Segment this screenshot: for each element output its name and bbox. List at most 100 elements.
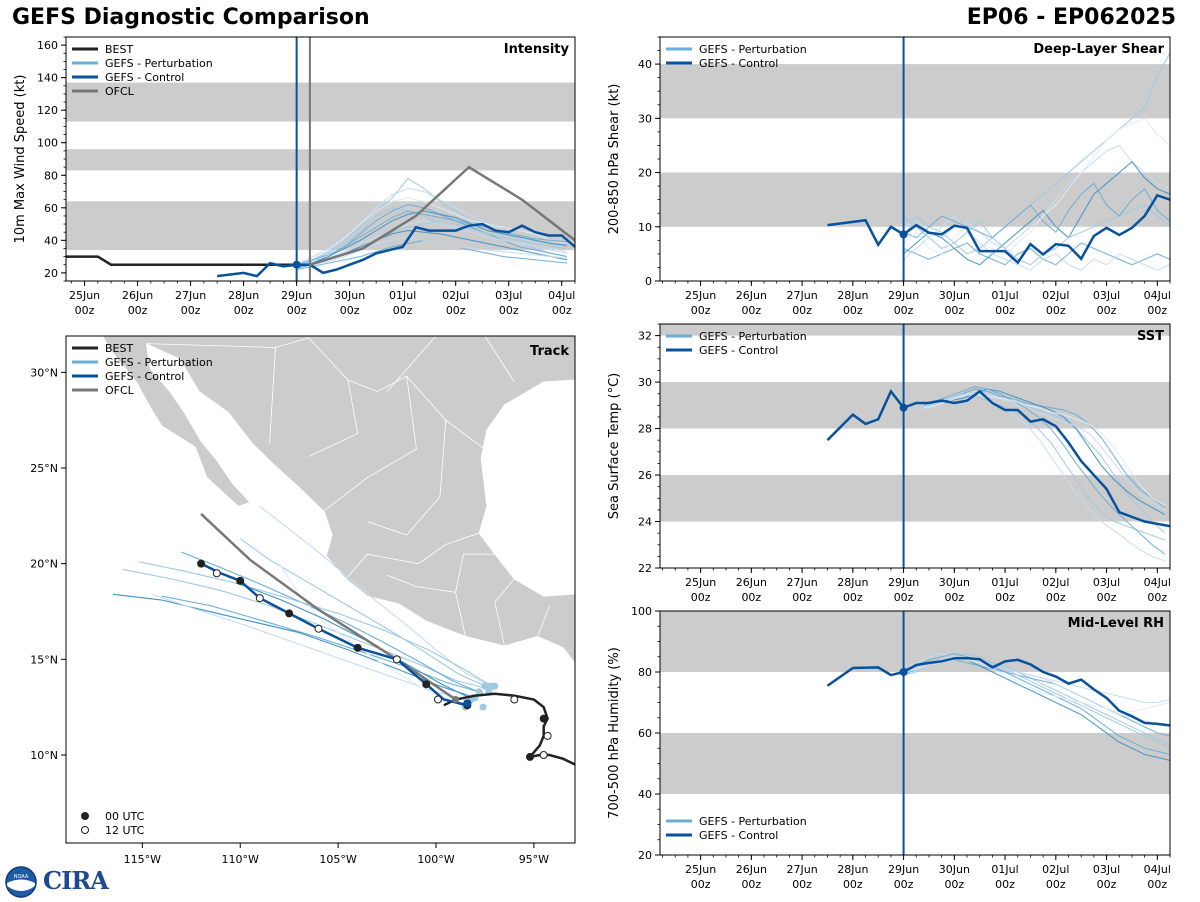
intensity-xtick-hour-label: 00z: [128, 304, 148, 317]
shear-ylabel: 200-850 hPa Shear (kt): [607, 84, 622, 235]
rh-xtick-hour-label: 00z: [944, 878, 964, 891]
track-frame: [65, 335, 576, 844]
intensity-xtick-hour-label: 00z: [499, 304, 519, 317]
sst-xtick-label: 30Jun: [939, 576, 970, 589]
shear-plot-area: [660, 37, 1170, 281]
track-marker-legend-label: 12 UTC: [105, 824, 145, 837]
shear-xtick-label: 26Jun: [736, 289, 767, 302]
shear-perturbation-line: [903, 52, 1170, 255]
sst-xtick-label: 03Jul: [1093, 576, 1120, 589]
rh-ytick-label: 60: [638, 727, 652, 740]
sst-perturbation-line: [923, 393, 1166, 541]
perturbation-track: [151, 593, 472, 702]
control-track-marker: [422, 680, 431, 689]
intensity-xtick-label: 28Jun: [228, 289, 259, 302]
intensity-xtick-label: 26Jun: [122, 289, 153, 302]
intensity-xtick-label: 04Jul: [548, 289, 575, 302]
chart-title: GEFS Diagnostic Comparison: [12, 5, 370, 30]
sst-ytick-label: 22: [638, 562, 652, 575]
shear-perturbation-line: [903, 182, 1170, 239]
sst-ylabel: Sea Surface Temp (°C): [607, 373, 622, 520]
shear-xtick-hour-label: 00z: [944, 304, 964, 317]
track-legend-label: GEFS - Control: [105, 370, 184, 383]
shear-ytick-label: 0: [645, 275, 652, 288]
shear-xtick-hour-label: 00z: [1097, 304, 1117, 317]
control-track-marker: [197, 559, 206, 568]
sst-xtick-hour-label: 00z: [741, 591, 761, 604]
cira-logo-text: CIRA: [43, 866, 109, 895]
rh-xtick-hour-label: 00z: [792, 878, 812, 891]
shear-xtick-label: 25Jun: [685, 289, 716, 302]
rh-perturbation-line: [903, 656, 1170, 713]
intensity-band-2: [66, 82, 575, 122]
rh-plot-area: [660, 611, 1170, 855]
track-panel: 115°W 110°W 105°W 100°W 95°W 10°N 15°N 20°N 25°N…: [30, 335, 576, 866]
track-marker-legend-label: 00 UTC: [105, 810, 145, 823]
intensity-ytick-label: 40: [44, 234, 58, 247]
shear-xtick-hour-label: 00z: [1046, 304, 1066, 317]
sst-plot-area: [660, 324, 1170, 568]
track-ytick-label: 20°N: [30, 558, 58, 571]
perturbation-track: [161, 595, 480, 693]
rh-ylabel: 700-500 hPa Humidity (%): [607, 647, 622, 819]
intensity-ytick-label: 60: [44, 202, 58, 215]
sst-band-0: [660, 475, 1170, 522]
perturbation-track: [181, 551, 484, 695]
rh-xtick-label: 26Jun: [736, 863, 767, 876]
intensity-ytick-label: 100: [37, 137, 58, 150]
sst-xtick-hour-label: 00z: [691, 591, 711, 604]
intensity-ytick-label: 20: [44, 267, 58, 280]
sst-xtick-label: 25Jun: [685, 576, 716, 589]
track-ytick-label: 15°N: [30, 653, 58, 666]
intensity-xtick-label: 01Jul: [389, 289, 416, 302]
track-ytick-label: 10°N: [30, 749, 58, 762]
shear-xtick-hour-label: 00z: [843, 304, 863, 317]
rh-panel-title: Mid-Level RH: [1068, 616, 1164, 631]
shear-legend-label: GEFS - Control: [699, 57, 778, 70]
track-init-marker: [463, 699, 472, 708]
sst-perturbation-line: [923, 386, 1166, 555]
rh-xtick-label: 25Jun: [685, 863, 716, 876]
intensity-xtick-hour-label: 00z: [75, 304, 95, 317]
state-border: [146, 337, 488, 452]
shear-init-marker: [899, 230, 908, 239]
rh-xtick-hour-label: 00z: [894, 878, 914, 891]
rh-xtick-label: 02Jul: [1042, 863, 1069, 876]
control-track-marker: [285, 609, 294, 618]
rh-legend-label: GEFS - Control: [699, 829, 778, 842]
shear-perturbation-line: [903, 160, 1170, 266]
rh-panel: 20 40 60 80 100 25Jun 00z 26Jun 00z 27Jun 00z 28Jun…: [607, 605, 1171, 891]
intensity-legend-label: GEFS - Perturbation: [105, 57, 213, 70]
intensity-perturbation-line: [296, 210, 568, 266]
intensity-xtick-label: 27Jun: [175, 289, 206, 302]
rh-xtick-hour-label: 00z: [741, 878, 761, 891]
rh-init-marker: [899, 668, 908, 676]
perturbation-track-start-marker: [481, 682, 489, 690]
intensity-ofcl-line: [309, 165, 575, 266]
track-xtick-label: 95°W: [519, 853, 549, 866]
best-track-marker: [525, 752, 534, 761]
intensity-xtick-hour-label: 00z: [181, 304, 201, 317]
intensity-ytick-label: 160: [37, 39, 58, 52]
intensity-xtick-hour-label: 00z: [234, 304, 254, 317]
rh-xtick-hour-label: 00z: [1097, 878, 1117, 891]
shear-ytick-label: 10: [638, 221, 652, 234]
track-marker-legend-symbol: [81, 812, 89, 820]
shear-xtick-label: 29Jun: [888, 289, 919, 302]
sst-xtick-hour-label: 00z: [1147, 591, 1167, 604]
sst-gefs-control-line: [826, 388, 1170, 528]
sst-xtick-label: 27Jun: [786, 576, 817, 589]
shear-xtick-hour-label: 00z: [894, 304, 914, 317]
intensity-ylabel: 10m Max Wind Speed (kt): [13, 75, 28, 244]
intensity-perturbation-line: [296, 236, 568, 267]
track-xtick-label: 105°W: [319, 853, 356, 866]
rh-ytick-label: 100: [631, 605, 652, 618]
shear-xtick-label: 27Jun: [786, 289, 817, 302]
sst-frame: [659, 323, 1171, 569]
state-border: [345, 532, 480, 580]
rh-ytick-label: 20: [638, 849, 652, 862]
sst-perturbation-line: [923, 388, 1166, 516]
intensity-gefs-control-line: [216, 222, 575, 278]
shear-xtick-hour-label: 00z: [995, 304, 1015, 317]
